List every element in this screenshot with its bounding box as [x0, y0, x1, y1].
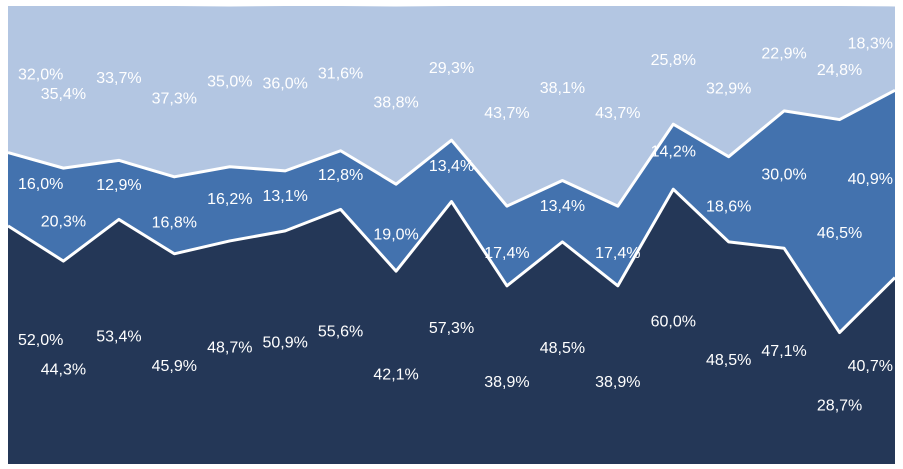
series-1-label-7: 55,6% — [318, 324, 363, 341]
series-1-label-4: 45,9% — [152, 358, 197, 375]
series-1-label-14: 48,5% — [706, 352, 751, 369]
series-2-label-9: 13,4% — [429, 158, 474, 175]
series-3-label-12: 43,7% — [595, 105, 640, 122]
series-1-label-12: 38,9% — [595, 374, 640, 391]
series-1-label-16: 28,7% — [817, 397, 862, 414]
series-3-label-11: 38,1% — [540, 80, 585, 97]
series-2-label-4: 16,8% — [152, 214, 197, 231]
series-2-label-7: 12,8% — [318, 167, 363, 184]
series-1-label-17: 40,7% — [848, 358, 893, 375]
series-3-label-2: 35,4% — [41, 86, 86, 103]
series-3-label-15: 22,9% — [761, 45, 806, 62]
series-3-label-5: 35,0% — [207, 74, 252, 91]
series-2-label-2: 20,3% — [41, 214, 86, 231]
series-1-area — [8, 189, 895, 464]
series-2-label-8: 19,0% — [373, 227, 418, 244]
series-2-label-17: 40,9% — [848, 171, 893, 188]
series-2-label-10: 17,4% — [484, 245, 529, 262]
series-1-label-10: 38,9% — [484, 374, 529, 391]
series-2-label-12: 17,4% — [595, 245, 640, 262]
series-2-label-5: 16,2% — [207, 191, 252, 208]
series-2-area — [8, 90, 895, 333]
series-1-label-5: 48,7% — [207, 340, 252, 357]
series-1-label-6: 50,9% — [263, 334, 308, 351]
series-1-label-9: 57,3% — [429, 320, 474, 337]
series-1-label-8: 42,1% — [373, 367, 418, 384]
series-3-label-10: 43,7% — [484, 105, 529, 122]
series-2-label-14: 18,6% — [706, 198, 751, 215]
series-boundary-1 — [7, 187, 897, 335]
series-3-area — [8, 6, 895, 207]
series-3-label-9: 29,3% — [429, 60, 474, 77]
series-boundary-2 — [7, 88, 896, 208]
series-2-label-15: 30,0% — [761, 167, 806, 184]
series-2-label-13: 14,2% — [651, 144, 696, 161]
series-3-label-6: 36,0% — [263, 75, 308, 92]
series-1-label-11: 48,5% — [540, 340, 585, 357]
series-3-label-13: 25,8% — [651, 52, 696, 69]
series-2-label-11: 13,4% — [540, 198, 585, 215]
series-3-label-14: 32,9% — [706, 80, 751, 97]
series-3-label-4: 37,3% — [152, 90, 197, 107]
series-2-label-1: 16,0% — [18, 176, 63, 193]
series-2-label-3: 12,9% — [96, 177, 141, 194]
series-3-label-8: 38,8% — [373, 94, 418, 111]
series-3-label-16: 24,8% — [817, 62, 862, 79]
series-1-label-13: 60,0% — [651, 314, 696, 331]
series-3-label-1: 32,0% — [18, 66, 63, 83]
series-3-label-3: 33,7% — [96, 70, 141, 87]
series-3-label-17: 18,3% — [848, 35, 893, 52]
series-2-label-6: 13,1% — [263, 188, 308, 205]
series-3-label-7: 31,6% — [318, 65, 363, 82]
series-1-label-3: 53,4% — [96, 329, 141, 346]
series-1-label-15: 47,1% — [761, 343, 806, 360]
series-1-label-1: 52,0% — [18, 332, 63, 349]
series-2-label-16: 46,5% — [817, 225, 862, 242]
series-1-label-2: 44,3% — [41, 362, 86, 379]
